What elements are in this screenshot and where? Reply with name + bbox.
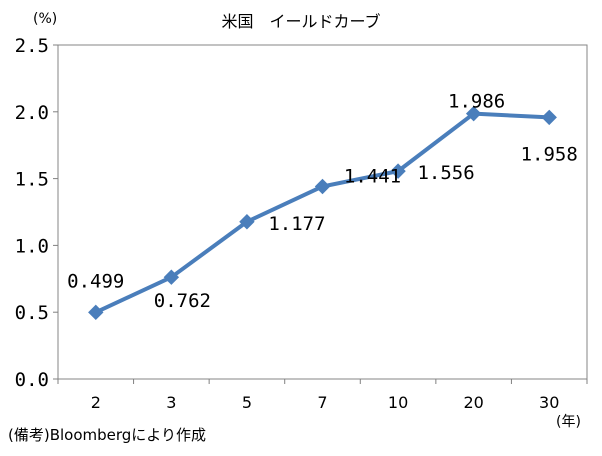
data-point-marker	[541, 109, 557, 126]
data-point-marker	[465, 105, 482, 122]
y-tick-label: 0.5	[15, 302, 49, 324]
y-tick-label: 2.0	[15, 102, 49, 124]
chart-title: 米国 イールドカーブ	[221, 12, 381, 31]
y-axis-unit-label: (%)	[33, 11, 58, 27]
x-tick-label: 5	[242, 393, 252, 412]
x-tick-label: 20	[463, 393, 483, 412]
data-point-marker	[314, 178, 331, 195]
plot-area-frame	[57, 44, 588, 380]
y-tick-label: 1.5	[15, 169, 49, 191]
data-label: 1.986	[448, 91, 505, 113]
data-point-marker	[88, 304, 104, 321]
data-label: 0.762	[154, 290, 211, 312]
data-point-marker	[239, 214, 255, 230]
data-label: 1.958	[521, 143, 578, 165]
data-label: 1.441	[344, 165, 401, 187]
data-label: 1.556	[417, 162, 474, 184]
x-tick-label: 7	[317, 393, 327, 412]
data-label: 0.499	[67, 270, 124, 292]
data-point-marker	[163, 269, 180, 285]
x-tick-label: 2	[91, 393, 101, 412]
x-tick-label: 30	[539, 393, 559, 412]
source-note: (備考)Bloombergにより作成	[8, 426, 207, 444]
data-point-marker	[390, 163, 406, 179]
x-tick-label: 3	[166, 393, 176, 412]
x-axis-unit-label: (年)	[556, 414, 581, 430]
y-tick-label: 0.0	[15, 369, 49, 391]
y-tick-label: 1.0	[15, 235, 49, 257]
x-tick-label: 10	[388, 393, 408, 412]
y-tick-label: 2.5	[15, 35, 49, 57]
data-label: 1.177	[268, 213, 325, 235]
